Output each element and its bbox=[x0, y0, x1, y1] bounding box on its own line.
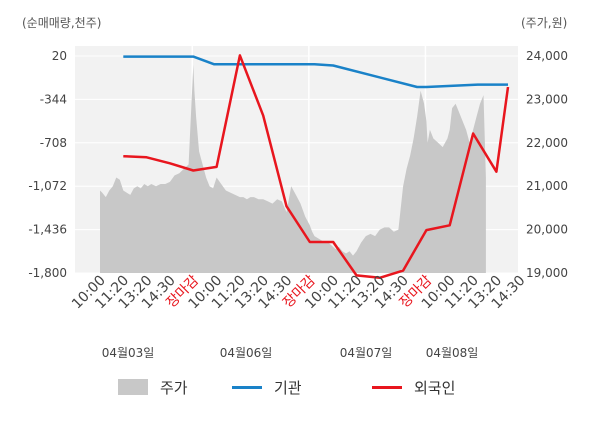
legend-item-foreign: 외국인 bbox=[372, 372, 455, 402]
legend-label-price: 주가 bbox=[160, 378, 188, 397]
legend-swatch-foreign bbox=[372, 385, 402, 389]
legend-item-institution: 기관 bbox=[232, 372, 302, 402]
series-institution-line bbox=[123, 55, 508, 89]
left-axis-unit-label: (순매매량,천주) bbox=[22, 16, 102, 30]
left-axis-tick-label: -1,436 bbox=[28, 223, 67, 237]
legend-item-price: 주가 bbox=[118, 372, 188, 402]
left-axis-tick-label: 20 bbox=[52, 49, 67, 63]
legend-swatch-price bbox=[118, 379, 148, 395]
date-label: 04월08일 bbox=[426, 346, 479, 360]
right-axis-tick-label: 23,000 bbox=[526, 92, 568, 106]
left-axis-tick-label: -708 bbox=[40, 136, 67, 150]
date-label: 04월07일 bbox=[340, 346, 393, 360]
date-label: 04월06일 bbox=[220, 346, 273, 360]
right-axis-tick-label: 21,000 bbox=[526, 179, 568, 193]
legend: 주가 기관 외국인 bbox=[0, 372, 600, 402]
series-price-area bbox=[100, 64, 486, 273]
right-axis-tick-label: 24,000 bbox=[526, 49, 568, 63]
right-axis-tick-label: 22,000 bbox=[526, 136, 568, 150]
right-axis-unit-label: (주가,원) bbox=[521, 16, 568, 30]
legend-label-institution: 기관 bbox=[274, 378, 302, 397]
series-foreign-line bbox=[123, 54, 510, 280]
right-axis-tick-label: 20,000 bbox=[526, 223, 568, 237]
legend-label-foreign: 외국인 bbox=[414, 378, 456, 397]
date-label: 04월03일 bbox=[102, 346, 155, 360]
left-axis-tick-label: -344 bbox=[40, 92, 67, 106]
right-axis-tick-label: 19,000 bbox=[526, 266, 568, 280]
left-axis-tick-label: -1,800 bbox=[28, 266, 67, 280]
left-axis-tick-label: -1,072 bbox=[28, 179, 67, 193]
legend-swatch-institution bbox=[232, 385, 262, 389]
